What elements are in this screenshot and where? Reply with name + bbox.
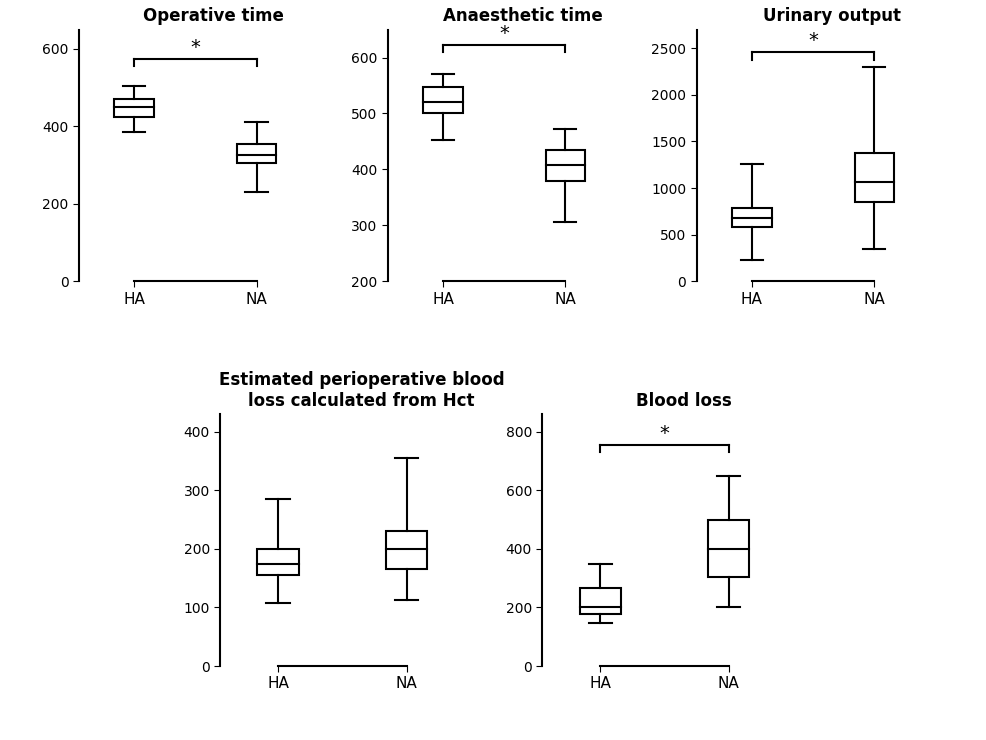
Bar xyxy=(708,519,749,576)
Bar xyxy=(386,531,427,570)
Bar xyxy=(855,152,894,202)
Title: Blood loss: Blood loss xyxy=(636,392,732,410)
Title: Urinary output: Urinary output xyxy=(762,7,900,25)
Bar xyxy=(423,87,462,113)
Title: Operative time: Operative time xyxy=(143,7,284,25)
Bar xyxy=(733,208,771,227)
Text: *: * xyxy=(809,31,818,50)
Bar xyxy=(546,149,585,181)
Title: Estimated perioperative blood
loss calculated from Hct: Estimated perioperative blood loss calcu… xyxy=(219,371,505,410)
Title: Anaesthetic time: Anaesthetic time xyxy=(443,7,602,25)
Text: *: * xyxy=(499,24,509,43)
Bar xyxy=(114,99,154,117)
Text: *: * xyxy=(190,38,200,56)
Bar xyxy=(257,549,299,575)
Bar xyxy=(237,144,276,163)
Text: *: * xyxy=(660,423,669,443)
Bar xyxy=(580,588,620,614)
